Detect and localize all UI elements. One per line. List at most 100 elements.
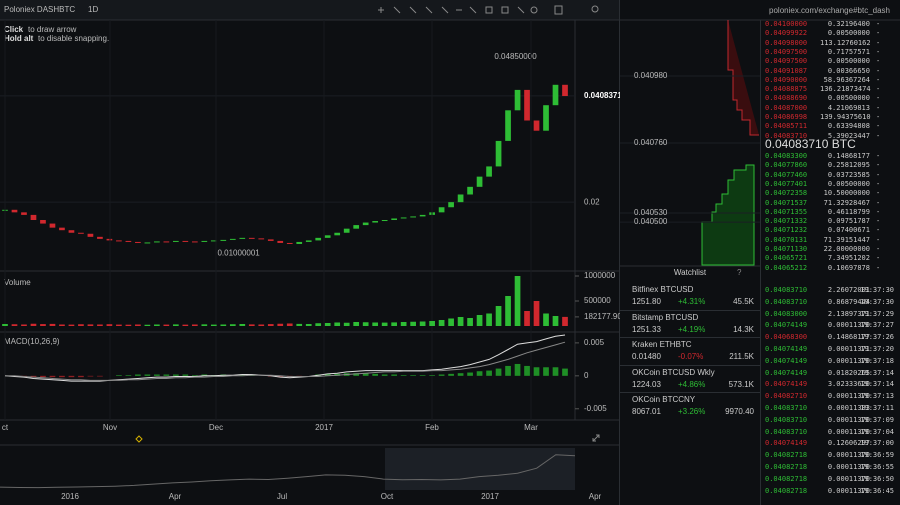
candle: [305, 240, 312, 242]
y-tick-label: 0.040980: [634, 71, 668, 80]
volume-bar: [239, 324, 246, 326]
watch-volume: 573.1K: [728, 379, 754, 389]
candle: [324, 235, 331, 238]
book-total: -: [876, 66, 881, 75]
navigator-label: Apr: [589, 492, 602, 501]
candle: [457, 194, 464, 203]
book-total: -: [876, 198, 881, 207]
candle: [438, 207, 445, 213]
book-amount: 0.00500000: [827, 57, 870, 66]
divider: [620, 364, 760, 366]
book-amount: 0.00500000: [827, 29, 870, 38]
macd-histogram: [87, 375, 94, 377]
fullscreen-icon[interactable]: [592, 434, 600, 442]
volume-bar: [144, 324, 151, 326]
trade-price: 0.04083710: [765, 286, 808, 294]
volume-bar: [391, 322, 397, 326]
book-price: 0.04070131: [765, 235, 808, 244]
macd-histogram: [201, 374, 208, 376]
macd-histogram: [78, 375, 84, 378]
candle: [220, 239, 227, 241]
book-total: -: [876, 263, 881, 272]
candle: [419, 214, 426, 217]
book-amount: 7.34951202: [827, 254, 870, 263]
trade-price: 0.04082710: [765, 392, 808, 401]
macd-histogram: [533, 367, 540, 376]
book-price: 0.04077401: [765, 179, 808, 188]
macd-histogram: [400, 375, 407, 376]
book-amount: 0.00366650: [827, 66, 870, 75]
macd-histogram: [116, 375, 122, 376]
macd-histogram: [381, 374, 388, 376]
book-amount: 10.50000000: [823, 189, 870, 198]
event-marker[interactable]: [135, 435, 143, 443]
navigator-label: 2017: [481, 492, 499, 501]
volume-bar: [448, 318, 454, 326]
watch-volume: 14.3K: [733, 324, 754, 334]
trade-amount: 0.00011370: [827, 463, 870, 471]
settings-icon[interactable]: [591, 5, 599, 13]
trade-time: 19:36:45: [860, 486, 894, 495]
volume-bar: [334, 322, 341, 326]
trade-price: 0.04082718: [765, 463, 808, 471]
trade-price: 0.04074149: [765, 439, 808, 448]
macd-histogram: [59, 375, 65, 378]
trade-price: 0.04074149: [765, 368, 808, 377]
candle: [533, 120, 540, 131]
volume-bar: [495, 306, 502, 326]
candle: [125, 240, 132, 242]
interval[interactable]: 1D: [88, 5, 98, 14]
trade-price: 0.04074149: [765, 380, 808, 389]
volume-bar: [457, 317, 464, 326]
trade-amount: 0.00011370: [827, 474, 870, 483]
book-amount: 22.00000000: [823, 245, 870, 253]
navigator-window[interactable]: [385, 448, 575, 490]
volume-bar: [400, 322, 407, 326]
trade-time: 19:36:55: [860, 463, 894, 471]
watchlist-title: Watchlist: [673, 268, 707, 277]
x-tick-label: Dec: [209, 423, 223, 432]
candle: [286, 242, 293, 244]
book-price: 0.04088690: [765, 94, 808, 103]
volume-bar: [524, 311, 530, 326]
volume-bar: [353, 322, 360, 326]
high-label: 0.04850000: [494, 52, 537, 61]
volume-bar: [533, 301, 540, 326]
low-label: 0.01000001: [217, 248, 260, 257]
divider: [620, 392, 760, 393]
macd-histogram: [277, 375, 284, 378]
trade-price: 0.04074149: [765, 321, 808, 330]
book-price: 0.04097500: [765, 47, 808, 56]
tool-icons[interactable]: [378, 5, 563, 15]
book-amount: 71.32928467: [823, 198, 870, 207]
macd-histogram: [125, 375, 132, 376]
macd-histogram: [68, 375, 75, 378]
watch-name: Bitfinex BTCUSD: [632, 285, 694, 294]
book-price: 0.04100000: [765, 20, 808, 28]
book-price: 0.04090000: [765, 75, 808, 84]
watch-change: +4.31%: [678, 297, 706, 306]
candle: [106, 238, 113, 241]
macd-histogram: [495, 368, 502, 376]
book-total: -: [876, 57, 881, 66]
y-tick-label: 0: [584, 371, 589, 380]
book-total: -: [876, 103, 881, 112]
hint-text: to disable snapping.: [38, 34, 109, 43]
candle: [315, 237, 322, 241]
y-tick-label: 0.005: [584, 338, 605, 347]
trade-amount: 0.00011370: [827, 392, 870, 401]
book-price: 0.04099922: [765, 29, 808, 38]
watch-price: 1224.03: [632, 379, 661, 389]
symbol[interactable]: Poloniex DASHBTC: [4, 5, 75, 14]
bid-depth: [701, 164, 755, 266]
x-tick-label: Feb: [425, 423, 439, 432]
draw-tools[interactable]: [378, 5, 599, 15]
navigator-label: Apr: [169, 492, 182, 501]
watchlist-help[interactable]: ?: [737, 268, 742, 277]
volume-bar: [343, 322, 350, 326]
candle: [97, 236, 103, 239]
trade-amount: 0.00011370: [827, 486, 870, 495]
candle: [135, 241, 141, 243]
trade-price: 0.04083710: [765, 415, 808, 424]
